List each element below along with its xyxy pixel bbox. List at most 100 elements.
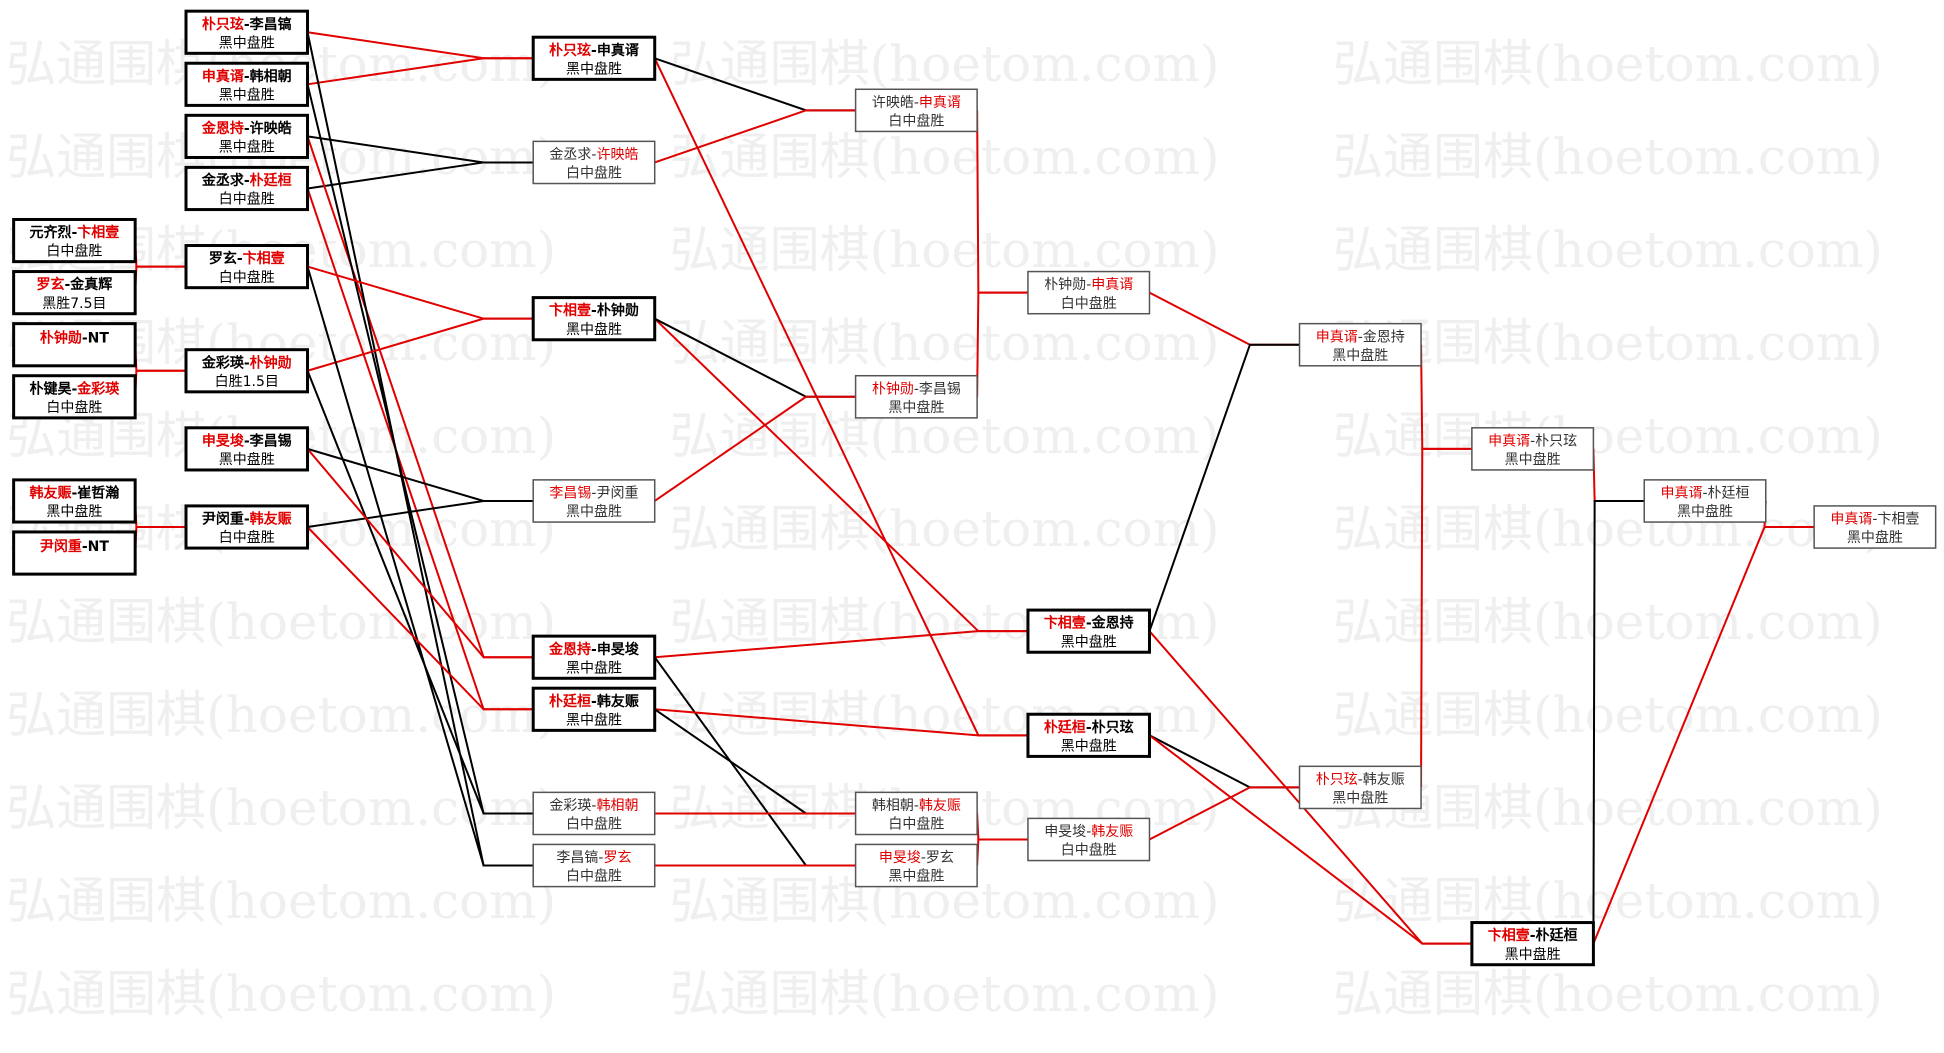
separator: - [244,69,250,85]
watermark: 弘通围棋(hoetom.com) [670,500,1220,558]
match-result: 黑胜7.5目 [42,296,106,312]
match-result: 黑中盘胜 [1677,503,1733,520]
match-players: 许映皓-申真谞 [872,95,961,111]
match-result: 白中盘胜 [566,868,622,885]
match-players: 申真谞-韩相朝 [202,68,292,85]
player-name: 元齐烈 [29,224,71,241]
box [184,165,310,212]
separator: - [244,121,250,137]
player-name: 朴只玹 [1316,772,1358,788]
match-players: 韩友赈-崔哲瀚 [29,485,119,502]
player-name: 李昌镐 [249,16,292,33]
separator: - [914,95,919,111]
match-players: 金丞求-朴廷桓 [201,172,292,189]
match-result: 白中盘胜 [46,243,102,260]
match-result: 黑中盘胜 [566,503,622,520]
bracket-line [307,57,534,86]
box [184,348,310,394]
box [532,843,656,888]
watermark: 弘通围棋(hoetom.com) [1333,779,1883,837]
watermark: 弘通围棋(hoetom.com) [1333,314,1883,372]
player-name: 朴钟勋 [1044,276,1086,293]
player-name: 尹闵重 [596,486,638,502]
separator: - [591,43,597,59]
player-name: 卞相壹 [549,302,591,319]
player-name: 韩友赈 [1363,772,1405,788]
separator: - [1086,720,1092,736]
watermark: 弘通围棋(hoetom.com) [1333,35,1883,93]
match-result: 黑中盘胜 [1332,347,1388,364]
bracket-line [134,369,186,397]
player-name: 许映皓 [872,95,914,111]
watermark: 弘通围棋(hoetom.com) [670,128,1220,186]
match-players: 朴钟勋-李昌锡 [872,380,961,397]
bracket-line [1420,447,1472,788]
box [184,504,310,550]
match-players: 朴只玹-韩友赈 [1316,772,1405,788]
match-players: 卞相壹-金恩持 [1044,615,1134,632]
player-name: 尹闵重 [40,538,82,555]
match-players: 申旻埈-李昌锡 [202,432,292,449]
box [531,634,657,680]
player-name: 韩友赈 [1091,824,1133,840]
match-players: 金彩瑛-韩相朝 [549,798,638,814]
player-name: 韩友赈 [29,485,71,502]
match-result: 白中盘胜 [888,113,944,130]
separator: - [71,225,77,241]
separator: - [598,850,603,866]
match-result: 黑中盘胜 [566,321,622,338]
box [531,686,657,732]
player-name: 申旻埈 [202,432,245,449]
box [854,374,978,419]
player-name: 韩友赈 [919,798,961,814]
separator: - [1358,329,1363,345]
bracket-line [976,291,1028,397]
match-box: 朴钟勋-NT [12,322,137,368]
watermark: 弘通围棋(hoetom.com) [1333,128,1883,186]
player-name: 朴只玹 [549,42,591,59]
box [1027,817,1151,862]
bracket-line [306,526,534,711]
match-players: 申真谞-朴廷桓 [1660,486,1749,502]
box [1813,505,1937,549]
player-name: 申真谞 [1316,329,1358,345]
box [1026,712,1151,758]
player-name: 朴廷桓 [1708,486,1750,502]
bracket-line [1592,499,1645,944]
match-players: 朴钟勋-NT [40,330,110,347]
player-name: 卞相壹 [77,224,119,241]
player-name: 卞相壹 [1877,512,1919,528]
match-players: 卞相壹-朴钟勋 [549,302,639,319]
player-name: 朴钟勋 [597,302,639,319]
player-name: 朴只玹 [1092,719,1134,736]
player-name: 罗玄 [603,849,631,866]
match-players: 朴钟勋-申真谞 [1044,276,1133,293]
box [12,270,137,316]
separator: - [1086,824,1091,840]
bracket-line [306,266,534,867]
player-name: 金彩瑛 [549,798,591,814]
box [532,791,656,836]
separator: - [71,381,77,397]
player-name: 金真辉 [69,276,112,293]
match-players: 尹闵重-NT [40,538,110,555]
player-name: 朴只玹 [202,16,244,33]
watermark: 弘通围棋(hoetom.com) [6,686,556,744]
player-name: 朴廷桓 [1536,927,1578,944]
match-result: 黑中盘胜 [46,503,102,520]
bracket-line [976,838,1028,866]
player-name: 韩相朝 [250,68,292,85]
watermark: 弘通围棋(hoetom.com) [1333,593,1883,651]
match-result: 黑中盘胜 [1061,737,1117,754]
bracket-line [306,448,534,659]
match-result: 黑中盘胜 [566,711,622,728]
watermark: 弘通围棋(hoetom.com) [6,965,556,1023]
